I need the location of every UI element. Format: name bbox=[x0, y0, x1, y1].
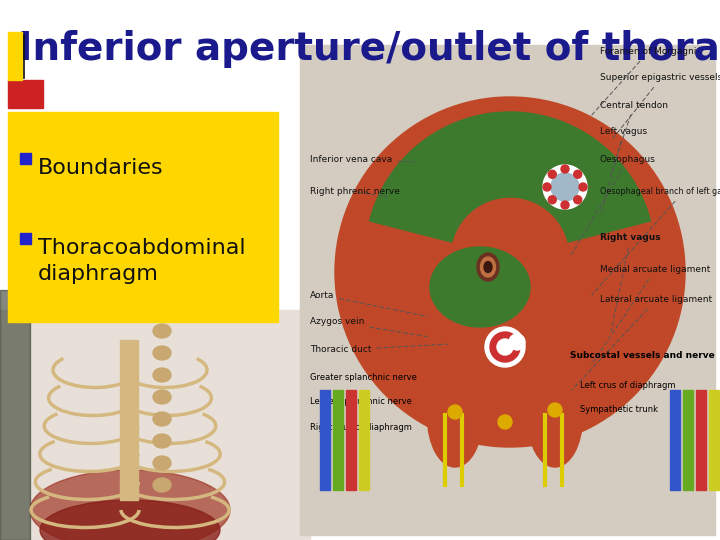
Bar bbox=[333, 390, 343, 490]
Text: Azygos vein: Azygos vein bbox=[310, 318, 427, 336]
Text: Inferior vena cava: Inferior vena cava bbox=[310, 156, 417, 165]
Text: Lateral arcuate ligament: Lateral arcuate ligament bbox=[572, 295, 712, 390]
Text: Right crus of diaphragm: Right crus of diaphragm bbox=[310, 423, 412, 433]
Ellipse shape bbox=[430, 247, 530, 327]
Circle shape bbox=[574, 170, 582, 178]
Circle shape bbox=[561, 201, 569, 209]
Bar bbox=[346, 390, 356, 490]
Bar bbox=[0, 310, 310, 540]
Text: Inferior aperture/outlet of thorax: Inferior aperture/outlet of thorax bbox=[18, 30, 720, 68]
Text: Lesser splanchnic nerve: Lesser splanchnic nerve bbox=[310, 397, 412, 407]
Ellipse shape bbox=[480, 257, 495, 277]
Circle shape bbox=[543, 165, 587, 209]
Text: Thoracoabdominal
diaphragm: Thoracoabdominal diaphragm bbox=[38, 238, 246, 285]
Ellipse shape bbox=[40, 500, 220, 540]
Bar bbox=[320, 390, 330, 490]
Circle shape bbox=[548, 170, 557, 178]
Circle shape bbox=[574, 195, 582, 204]
Ellipse shape bbox=[153, 324, 171, 338]
Text: Right phrenic nerve: Right phrenic nerve bbox=[310, 187, 400, 197]
Text: Subcostal vessels and nerve: Subcostal vessels and nerve bbox=[570, 350, 715, 360]
Circle shape bbox=[543, 183, 551, 191]
Text: Oesophagus: Oesophagus bbox=[572, 156, 656, 255]
Ellipse shape bbox=[428, 367, 482, 467]
Circle shape bbox=[498, 415, 512, 429]
Text: Superior epigastric vessels: Superior epigastric vessels bbox=[600, 73, 720, 140]
Bar bbox=[20, 233, 31, 244]
Text: Aorta: Aorta bbox=[310, 291, 427, 316]
Bar bbox=[0, 290, 30, 540]
Ellipse shape bbox=[153, 390, 171, 404]
Bar bbox=[8, 80, 43, 108]
Ellipse shape bbox=[528, 367, 582, 467]
Ellipse shape bbox=[477, 253, 499, 281]
Circle shape bbox=[548, 195, 557, 204]
Ellipse shape bbox=[153, 346, 171, 360]
Circle shape bbox=[335, 97, 685, 447]
Circle shape bbox=[579, 183, 587, 191]
Bar bbox=[20, 153, 31, 164]
Bar bbox=[120, 340, 138, 500]
Ellipse shape bbox=[484, 261, 492, 273]
Bar bbox=[359, 390, 369, 490]
Bar bbox=[709, 390, 719, 490]
Text: Central tendon: Central tendon bbox=[600, 100, 668, 174]
Text: Oesophageal branch of left gastric artery: Oesophageal branch of left gastric arter… bbox=[592, 187, 720, 295]
Circle shape bbox=[551, 173, 579, 201]
Ellipse shape bbox=[153, 412, 171, 426]
Bar bbox=[696, 390, 706, 490]
Text: Boundaries: Boundaries bbox=[38, 158, 163, 178]
Text: Greater splanchnic nerve: Greater splanchnic nerve bbox=[310, 374, 417, 382]
Ellipse shape bbox=[153, 368, 171, 382]
Bar bbox=[300, 45, 715, 535]
Polygon shape bbox=[369, 112, 650, 242]
Text: Left vagus: Left vagus bbox=[600, 127, 647, 214]
Circle shape bbox=[548, 403, 562, 417]
Circle shape bbox=[448, 405, 462, 419]
Bar bbox=[670, 390, 680, 490]
Circle shape bbox=[561, 165, 569, 173]
Circle shape bbox=[509, 334, 525, 350]
Text: Left crus of diaphragm: Left crus of diaphragm bbox=[580, 381, 675, 389]
Text: Medial arcuate ligament: Medial arcuate ligament bbox=[592, 266, 711, 364]
Ellipse shape bbox=[153, 478, 171, 492]
Circle shape bbox=[497, 339, 513, 355]
Circle shape bbox=[485, 327, 525, 367]
Ellipse shape bbox=[153, 456, 171, 470]
Bar bbox=[8, 112, 278, 322]
Ellipse shape bbox=[153, 434, 171, 448]
Text: Thoracic duct: Thoracic duct bbox=[310, 344, 447, 354]
Text: Right vagus: Right vagus bbox=[600, 233, 661, 334]
Circle shape bbox=[490, 332, 520, 362]
Bar bbox=[683, 390, 693, 490]
Bar bbox=[8, 32, 22, 80]
Text: Sympathetic trunk: Sympathetic trunk bbox=[580, 406, 658, 415]
Ellipse shape bbox=[30, 470, 230, 540]
Text: Foramen of Morgagni: Foramen of Morgagni bbox=[592, 48, 696, 115]
